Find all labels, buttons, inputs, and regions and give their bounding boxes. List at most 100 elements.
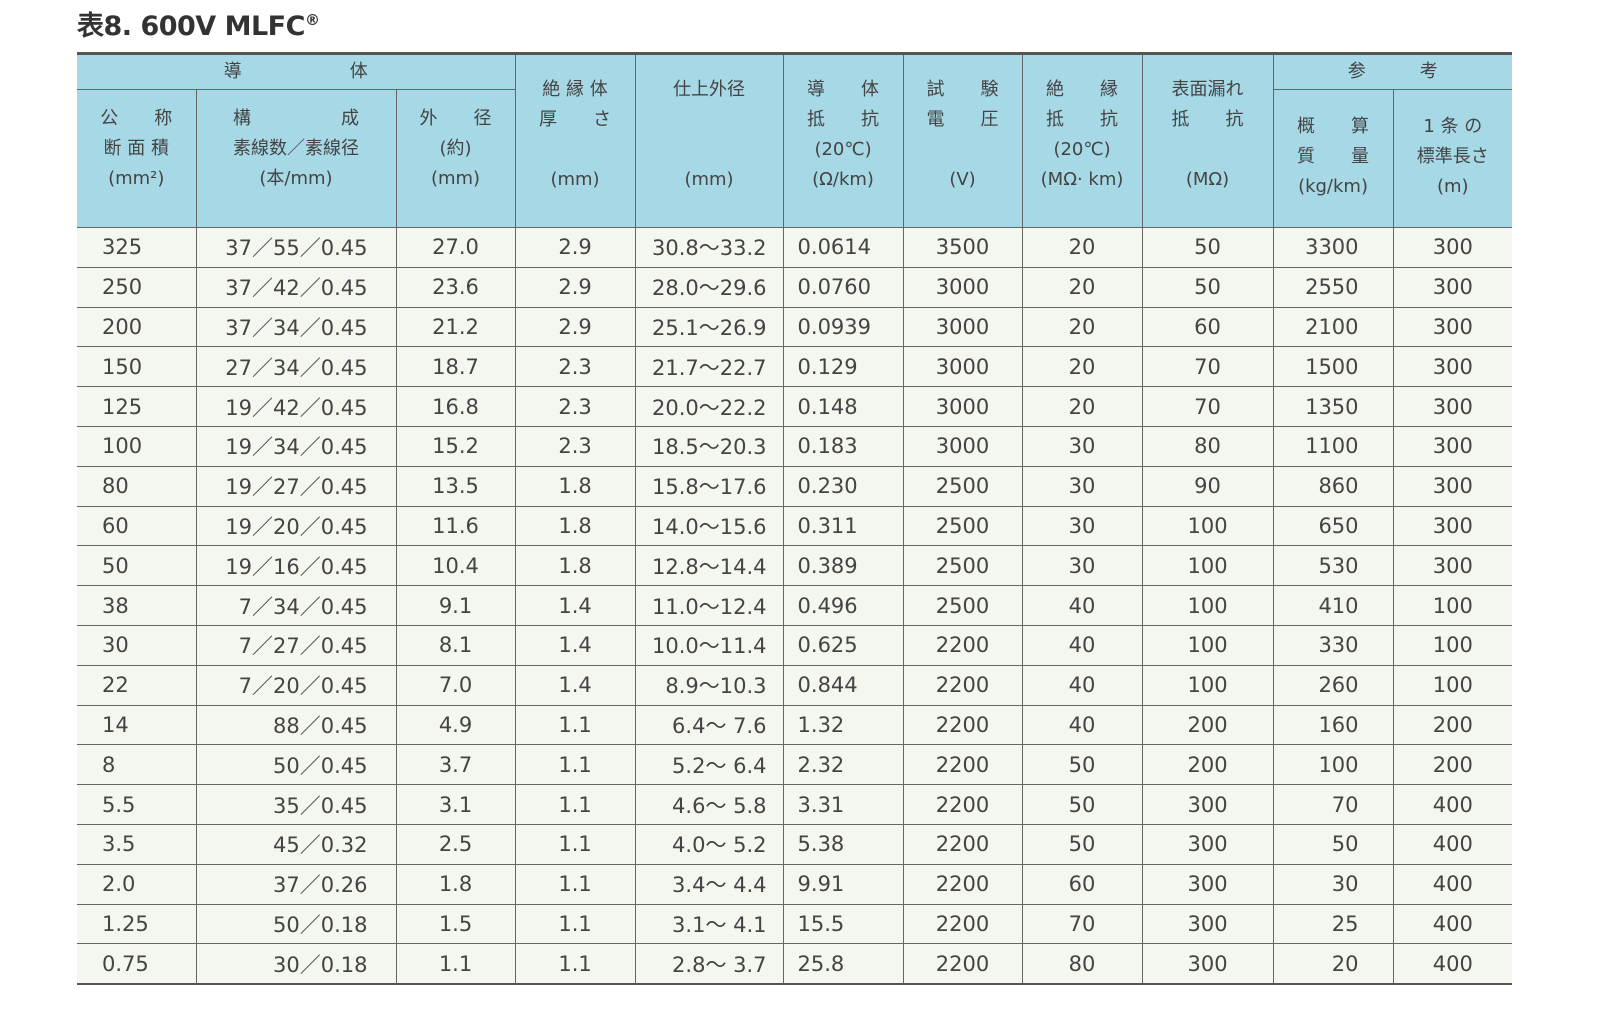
table-cell: 300: [1141, 903, 1274, 945]
table-cell: 300: [1392, 306, 1513, 348]
table-cell: 2200: [902, 863, 1023, 905]
header-row-group: 導 体 絶 縁 体 厚 さ (mm) 仕上外径 (mm) 導 体 抵 抗 (20…: [77, 53, 1513, 228]
table-cell: 5.38: [782, 823, 904, 865]
table-cell: 19／34／0.45: [195, 425, 397, 467]
table-cell: 1.1: [514, 943, 636, 985]
table-cell: 3.31: [782, 784, 904, 825]
table-cell: 30: [1021, 505, 1143, 547]
table-cell: 88／0.45: [195, 704, 397, 746]
table-cell: 60: [1141, 306, 1274, 348]
table-cell: 125: [77, 386, 197, 427]
table-cell: 100: [1141, 624, 1274, 666]
table-cell: 2200: [902, 704, 1023, 746]
table-cell: 4.6～ 5.8: [634, 784, 784, 825]
table-cell: 37／34／0.45: [195, 306, 397, 348]
table-cell: 5.2～ 6.4: [634, 744, 784, 786]
table-cell: 11.6: [395, 505, 516, 547]
table-cell: 20: [1021, 346, 1143, 388]
table-cell: 1.1: [514, 863, 636, 905]
table-cell: 330: [1272, 624, 1394, 666]
table-cell: 100: [1141, 585, 1274, 626]
table-cell: 1.25: [77, 903, 197, 945]
table-cell: 410: [1272, 585, 1394, 626]
table-cell: 18.5～20.3: [634, 425, 784, 467]
table-cell: 3.5: [77, 823, 197, 865]
table-cell: 28.0～29.6: [634, 266, 784, 308]
table-cell: 30: [1021, 465, 1143, 507]
table-cell: 3000: [902, 425, 1023, 467]
table-cell: 300: [1141, 943, 1274, 985]
table-cell: 100: [1392, 664, 1513, 706]
table-cell: 8: [77, 744, 197, 786]
table-cell: 3.1～ 4.1: [634, 903, 784, 945]
table-cell: 530: [1272, 545, 1394, 587]
header-finished-diameter: 仕上外径 (mm): [634, 53, 784, 228]
header-conductor-group: 導 体: [77, 53, 516, 90]
table-cell: 15.5: [782, 903, 904, 945]
table-cell: 25.1～26.9: [634, 306, 784, 348]
table-cell: 25.8: [782, 943, 904, 985]
table-cell: 50: [77, 545, 197, 587]
table-cell: 21.2: [395, 306, 516, 348]
table-row: 50 19／16／0.45 10.4 1.8 12.8～14.4 0.389 2500 30 1…: [77, 545, 1513, 587]
table-cell: 2.9: [514, 266, 636, 308]
table-cell: 3000: [902, 266, 1023, 308]
table-cell: 3.7: [395, 744, 516, 786]
table-cell: 1.4: [514, 664, 636, 706]
table-cell: 2.9: [514, 306, 636, 348]
table-cell: 8.1: [395, 624, 516, 666]
table-cell: 2.3: [514, 346, 636, 388]
header-test-voltage: 試 験 電 圧 (V): [902, 53, 1023, 228]
table-cell: 2200: [902, 943, 1023, 985]
table-cell: 300: [1141, 823, 1274, 865]
table-cell: 3500: [902, 227, 1023, 268]
table-cell: 7／34／0.45: [195, 585, 397, 626]
table-row: 3.5 45／0.32 2.5 1.1 4.0～ 5.2 5.38 2200 50 300 50 4…: [77, 823, 1513, 865]
table-cell: 15.2: [395, 425, 516, 467]
table-cell: 40: [1021, 664, 1143, 706]
table-row: 80 19／27／0.45 13.5 1.8 15.8～17.6 0.230 2500 30 9…: [77, 465, 1513, 507]
table-cell: 35／0.45: [195, 784, 397, 825]
table-cell: 300: [1392, 465, 1513, 507]
table-cell: 8.9～10.3: [634, 664, 784, 706]
table-cell: 60: [1021, 863, 1143, 905]
table-cell: 160: [1272, 704, 1394, 746]
table-cell: 1.1: [514, 704, 636, 746]
table-row: 1.25 50／0.18 1.5 1.1 3.1～ 4.1 15.5 2200 70 300 25…: [77, 903, 1513, 945]
table-cell: 15.8～17.6: [634, 465, 784, 507]
table-cell: 100: [1141, 505, 1274, 547]
table-cell: 300: [1392, 505, 1513, 547]
table-cell: 30: [1021, 545, 1143, 587]
table-cell: 100: [77, 425, 197, 467]
table-cell: 0.75: [77, 943, 197, 985]
table-cell: 200: [1392, 744, 1513, 786]
table-cell: 50: [1021, 784, 1143, 825]
table-cell: 50／0.18: [195, 903, 397, 945]
table-cell: 9.91: [782, 863, 904, 905]
table-cell: 40: [1021, 585, 1143, 626]
table-cell: 400: [1392, 903, 1513, 945]
table-cell: 30.8～33.2: [634, 227, 784, 268]
table-cell: 300: [1392, 386, 1513, 427]
table-cell: 10.4: [395, 545, 516, 587]
table-cell: 2100: [1272, 306, 1394, 348]
table-cell: 38: [77, 585, 197, 626]
table-cell: 19／20／0.45: [195, 505, 397, 547]
table-cell: 14: [77, 704, 197, 746]
table-cell: 60: [77, 505, 197, 547]
table-cell: 0.496: [782, 585, 904, 626]
table-cell: 30: [1272, 863, 1394, 905]
table-cell: 300: [1392, 425, 1513, 467]
table-cell: 6.4～ 7.6: [634, 704, 784, 746]
table-cell: 300: [1392, 545, 1513, 587]
table-cell: 1.1: [395, 943, 516, 985]
header-insulation-resistance: 絶 縁 抵 抗 (20℃) (MΩ· km): [1021, 53, 1143, 228]
table-cell: 20: [1272, 943, 1394, 985]
table-cell: 300: [1141, 784, 1274, 825]
table-cell: 400: [1392, 863, 1513, 905]
table-cell: 260: [1272, 664, 1394, 706]
table-cell: 300: [1141, 863, 1274, 905]
table-cell: 0.129: [782, 346, 904, 388]
header-insulation-thickness: 絶 縁 体 厚 さ (mm): [514, 53, 636, 228]
table-cell: 3000: [902, 386, 1023, 427]
